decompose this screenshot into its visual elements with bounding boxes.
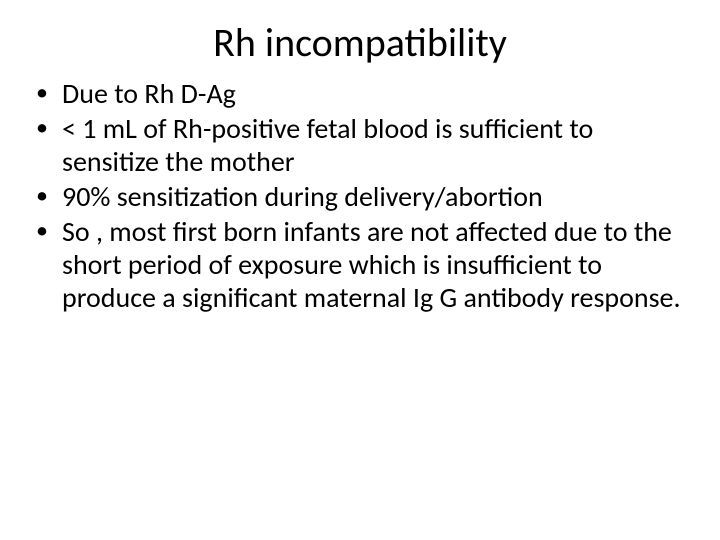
bullet-item: Due to Rh D-Ag — [28, 77, 692, 110]
slide-title: Rh incompatibility — [0, 0, 720, 77]
bullet-item: 90% sensitization during delivery/aborti… — [28, 180, 692, 213]
slide: Rh incompatibility Due to Rh D-Ag < 1 mL… — [0, 0, 720, 540]
bullet-item: < 1 mL of Rh-positive fetal blood is suf… — [28, 112, 692, 178]
bullet-item: So , most first born infants are not aff… — [28, 215, 692, 314]
bullet-list: Due to Rh D-Ag < 1 mL of Rh-positive fet… — [28, 77, 692, 314]
slide-body: Due to Rh D-Ag < 1 mL of Rh-positive fet… — [0, 77, 720, 314]
